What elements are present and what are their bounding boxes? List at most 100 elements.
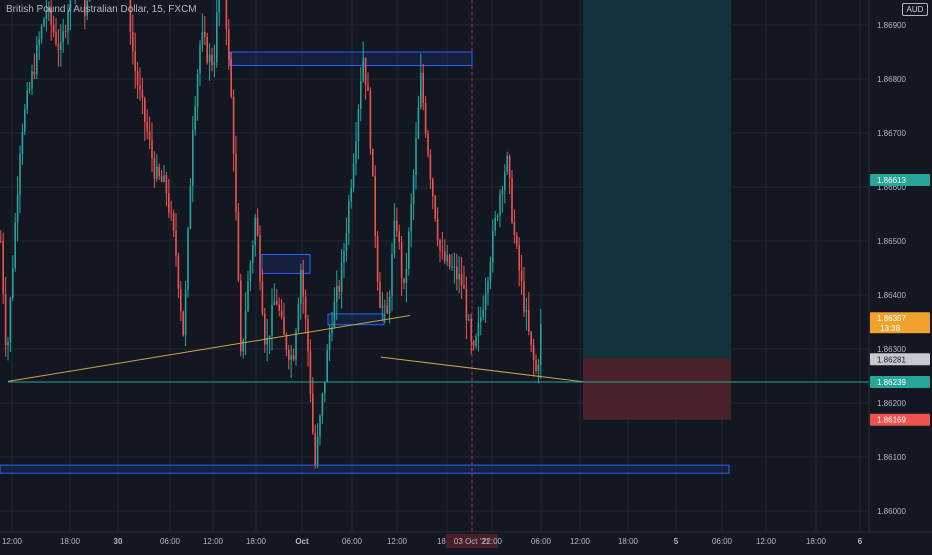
candle-body — [532, 345, 535, 360]
candle-body — [24, 109, 26, 132]
candle-body — [427, 133, 429, 155]
time-tick-label: 12:00 — [2, 537, 23, 546]
candle-body — [336, 286, 338, 303]
candle-body — [340, 262, 343, 292]
target-zone[interactable] — [583, 0, 731, 359]
price-label-bg — [870, 353, 930, 366]
candle-body — [302, 269, 304, 297]
candle-body — [307, 319, 309, 352]
candle-body — [381, 305, 384, 308]
candle-body — [62, 31, 64, 42]
candle-body — [448, 255, 451, 268]
candle-body — [458, 273, 460, 280]
candle-body — [88, 0, 91, 1]
currency-badge[interactable]: AUD — [902, 3, 928, 16]
drawings[interactable] — [0, 0, 736, 532]
candle-body — [201, 31, 204, 45]
candle-body — [465, 288, 468, 321]
candle-body — [184, 289, 187, 336]
candle-body — [410, 204, 412, 232]
candle-body — [187, 228, 189, 290]
candle-body — [494, 217, 496, 231]
candle-body — [211, 54, 213, 66]
time-tick-label: Oct — [295, 537, 309, 546]
price-countdown: 13:38 — [880, 324, 901, 333]
candle-body — [148, 131, 151, 140]
candle-body — [16, 194, 19, 223]
candle-body — [453, 266, 456, 268]
price-axis[interactable]: 1.86000 1.86100 1.86200 1.86300 1.86400 1.865… — [868, 0, 932, 550]
candle-body — [189, 185, 192, 229]
candle-body — [144, 98, 146, 123]
candle-body — [283, 316, 285, 335]
candle-body — [151, 139, 153, 159]
candle-body — [364, 57, 367, 86]
candle-body — [444, 251, 446, 262]
candle-body — [415, 138, 417, 175]
price-label[interactable]: 1.86169 — [877, 416, 906, 425]
overlays[interactable] — [0, 0, 932, 383]
candle-body — [535, 359, 537, 371]
candle-body — [196, 73, 199, 107]
price-label-bg — [870, 312, 930, 325]
candle-body — [480, 317, 482, 323]
candle-body — [472, 341, 475, 347]
candle-body — [48, 7, 50, 13]
price-tick-label: 1.86800 — [877, 75, 906, 84]
candle-body — [422, 72, 424, 103]
candle-body — [129, 0, 132, 32]
candle-body — [456, 266, 458, 280]
candle-body — [139, 85, 141, 91]
candle-body — [12, 268, 14, 299]
candle-body — [57, 43, 60, 51]
candle-body — [261, 281, 264, 314]
candle-body — [439, 240, 441, 251]
candle-body — [520, 270, 523, 282]
price-label[interactable]: 1.86613 — [877, 176, 906, 185]
trendline[interactable] — [380, 356, 586, 383]
time-tick-label: 12:00 — [570, 537, 591, 546]
stop-zone[interactable] — [583, 358, 731, 420]
candle-body — [216, 12, 218, 63]
candle-body — [405, 268, 408, 283]
candle-body — [55, 32, 57, 44]
candle-body — [326, 350, 328, 382]
candle-body — [14, 222, 16, 269]
candle-body — [249, 263, 252, 282]
candle-body — [314, 432, 316, 465]
zone-rectangle[interactable] — [0, 464, 730, 474]
candle-body — [468, 319, 470, 321]
candle-body — [352, 163, 355, 188]
candle-body — [21, 131, 24, 155]
candle-body — [242, 339, 244, 352]
trendline[interactable] — [7, 315, 411, 382]
time-axis[interactable]: 12:00 18:00 30 06:00 12:00 18:00 Oct 06:00 12:00… — [0, 531, 932, 550]
candle-body — [525, 310, 528, 312]
candle-body — [28, 88, 31, 91]
candle-body — [141, 90, 144, 99]
price-label[interactable]: 1.86281 — [877, 355, 906, 364]
candle-body — [134, 51, 136, 72]
price-label[interactable]: 1.86357 — [877, 314, 906, 323]
candle-body — [218, 0, 220, 13]
time-tick-label: 18:00 — [246, 537, 267, 546]
time-tick-label: 30 — [114, 537, 123, 546]
candle-body — [386, 305, 388, 314]
candle-body — [477, 322, 480, 337]
candle-body — [163, 175, 165, 182]
candle-body — [247, 281, 249, 312]
candle-body — [271, 304, 273, 336]
chart-title: British Pound / Australian Dollar, 15, F… — [6, 4, 197, 15]
candle-body — [288, 349, 290, 360]
zone-rectangle[interactable] — [229, 51, 473, 66]
zone-rectangle[interactable] — [261, 254, 311, 274]
candle-body — [204, 31, 206, 37]
time-tick-label: 06:00 — [342, 537, 363, 546]
candle-body — [168, 193, 170, 213]
price-label[interactable]: 1.86239 — [877, 378, 906, 387]
candle-body — [482, 309, 484, 318]
candle-body — [285, 334, 288, 350]
time-tick-label: 06:00 — [160, 537, 181, 546]
